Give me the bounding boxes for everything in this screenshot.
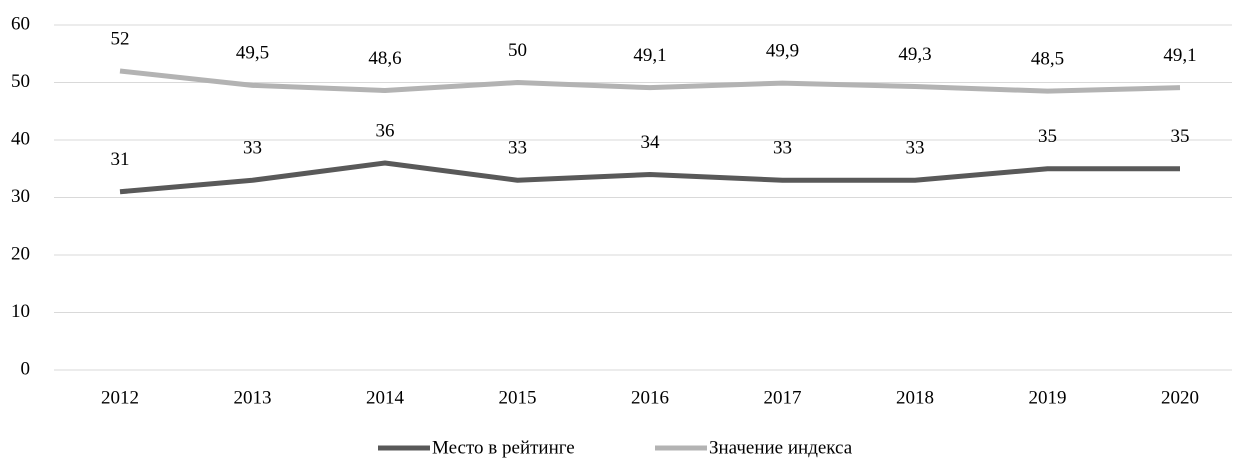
y-tick-label: 60 bbox=[11, 13, 30, 34]
y-tick-label: 50 bbox=[11, 71, 30, 92]
data-label: 31 bbox=[111, 149, 130, 170]
legend-label: Значение индекса bbox=[709, 437, 853, 458]
data-label: 36 bbox=[376, 120, 395, 141]
data-label: 48,6 bbox=[368, 48, 401, 69]
x-tick-label: 2020 bbox=[1161, 387, 1199, 408]
data-label: 49,1 bbox=[633, 45, 666, 66]
data-label: 33 bbox=[773, 138, 792, 159]
data-label: 33 bbox=[508, 138, 527, 159]
data-label: 52 bbox=[111, 28, 130, 49]
data-label: 49,3 bbox=[898, 44, 931, 65]
data-label: 50 bbox=[508, 40, 527, 61]
y-tick-label: 0 bbox=[21, 358, 31, 379]
data-label: 33 bbox=[906, 138, 925, 159]
y-tick-label: 30 bbox=[11, 186, 30, 207]
x-tick-label: 2013 bbox=[234, 387, 272, 408]
data-label: 49,5 bbox=[236, 43, 269, 64]
data-label: 35 bbox=[1038, 126, 1057, 147]
y-tick-label: 40 bbox=[11, 128, 30, 149]
y-tick-label: 20 bbox=[11, 243, 30, 264]
x-tick-label: 2014 bbox=[366, 387, 405, 408]
data-label: 49,1 bbox=[1163, 45, 1196, 66]
x-tick-label: 2015 bbox=[499, 387, 537, 408]
data-label: 34 bbox=[641, 132, 661, 153]
y-tick-label: 10 bbox=[11, 301, 30, 322]
legend-label: Место в рейтинге bbox=[432, 437, 575, 458]
series-line bbox=[119, 68, 1181, 94]
data-label: 48,5 bbox=[1031, 48, 1064, 69]
data-label: 35 bbox=[1171, 126, 1190, 147]
x-tick-label: 2019 bbox=[1029, 387, 1067, 408]
x-tick-label: 2016 bbox=[631, 387, 669, 408]
data-label: 33 bbox=[243, 138, 262, 159]
x-tick-label: 2012 bbox=[101, 387, 139, 408]
x-tick-label: 2017 bbox=[764, 387, 802, 408]
data-label: 49,9 bbox=[766, 40, 799, 61]
x-tick-label: 2018 bbox=[896, 387, 934, 408]
series-line bbox=[119, 160, 1180, 195]
